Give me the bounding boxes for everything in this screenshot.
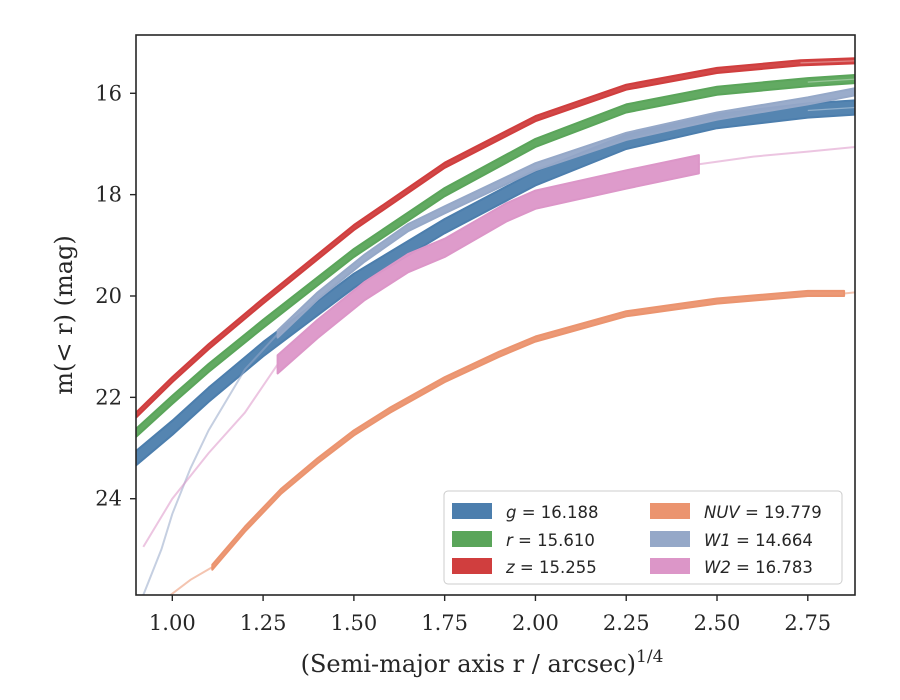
legend-item-w2: W2 = 16.783 (650, 558, 813, 577)
series-g-curve (136, 99, 855, 467)
plot-frame (135, 34, 856, 596)
legend-label: z = 15.255 (505, 558, 597, 577)
series-nuv-curve (211, 289, 846, 571)
series-r-outer-segment (807, 78, 855, 83)
series-g-outer-segment (807, 106, 855, 112)
legend-item-g: g = 16.188 (452, 503, 599, 522)
y-tick-label: 22 (95, 385, 122, 409)
legend-swatch (650, 531, 690, 547)
legend-label: W1 = 14.664 (704, 531, 813, 550)
series-w1-extrapolation-start (142, 333, 279, 595)
y-tick-label: 24 (95, 487, 122, 511)
legend-box (443, 490, 843, 585)
x-tick-label: 1.75 (421, 611, 468, 635)
x-tick-label: 1.00 (149, 611, 196, 635)
x-tick-label: 1.25 (240, 611, 287, 635)
series-w1-curve (276, 87, 855, 339)
legend-label: r = 15.610 (506, 531, 595, 550)
x-tick-label: 2.25 (603, 611, 650, 635)
series-r-curve (136, 74, 855, 438)
legend-swatch (452, 503, 492, 519)
x-tick-label: 2.00 (512, 611, 559, 635)
legend-swatch (452, 558, 492, 574)
legend-label: W2 = 16.783 (704, 558, 813, 577)
series-layer (136, 57, 855, 595)
legend-swatch (650, 503, 690, 519)
legend: g = 16.188 r = 15.610 z = 15.255 NUV = 19.7… (443, 490, 843, 585)
series-w2-curve (276, 154, 700, 375)
series-nuv-extrapolation-start (168, 566, 213, 595)
y-tick-label: 16 (95, 81, 122, 105)
y-tick-label: 18 (95, 183, 122, 207)
y-axis-title: m(< r) (mag) (50, 235, 78, 394)
y-tick-label: 20 (95, 284, 122, 308)
legend-item-z: z = 15.255 (452, 558, 597, 577)
x-tick-label: 2.50 (694, 611, 741, 635)
legend-label: NUV = 19.779 (704, 503, 822, 522)
legend-item-w1: W1 = 14.664 (650, 531, 813, 550)
series-z-outer-segment (800, 60, 855, 64)
series-z-curve (136, 57, 855, 419)
legend-swatch (650, 558, 690, 574)
legend-label: g = 16.188 (506, 503, 599, 522)
y-axis: 16 18 20 22 24 (95, 81, 136, 511)
series-w2-extrapolation-start (142, 363, 279, 548)
legend-swatch (452, 531, 492, 547)
x-axis: 1.00 1.25 1.50 1.75 2.00 2.25 2.50 2.75 (149, 595, 831, 635)
x-tick-label: 1.50 (330, 611, 377, 635)
series-nuv-extrapolation-end (843, 291, 855, 295)
x-tick-label: 2.75 (784, 611, 831, 635)
legend-item-r: r = 15.610 (452, 531, 595, 550)
legend-item-nuv: NUV = 19.779 (650, 503, 822, 522)
x-axis-title: (Semi-major axis r / arcsec)1/4 (301, 647, 664, 678)
series-w2-extrapolation-end (698, 146, 855, 166)
